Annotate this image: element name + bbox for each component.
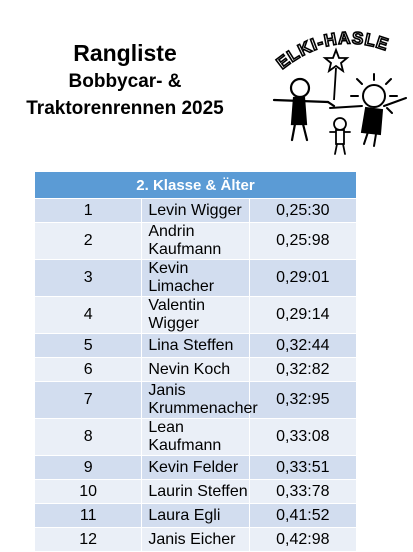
time-cell: 0,33:08: [248, 418, 358, 456]
rank-cell: 7: [33, 381, 143, 419]
name-cell: Levin Wigger: [141, 198, 250, 223]
time-cell: 0,33:78: [248, 479, 358, 504]
table-row: 9 Kevin Felder 0,33:51: [33, 455, 358, 480]
time-cell: 0,32:95: [248, 381, 358, 419]
elki-hasle-logo: ELKI-HASLE: [272, 28, 407, 155]
table-row: 1 Levin Wigger 0,25:30: [33, 198, 358, 223]
table-header: 2. Klasse & Älter: [34, 171, 357, 199]
rank-cell: 4: [33, 296, 143, 334]
name-cell: Valentin Wigger: [141, 296, 250, 334]
time-cell: 0,41:52: [248, 503, 358, 528]
table-row: 10 Laurin Steffen 0,33:78: [33, 479, 358, 504]
time-cell: 0,25:30: [248, 198, 358, 223]
table-row: 11 Laura Egli 0,41:52: [33, 503, 358, 528]
table-row: 12 Janis Eicher 0,42:98: [33, 527, 358, 552]
page-title: Rangliste: [73, 40, 177, 66]
time-cell: 0,33:51: [248, 455, 358, 480]
time-cell: 0,25:98: [248, 222, 358, 260]
table-row: 7 Janis Krummenacher 0,32:95: [33, 381, 358, 419]
rank-cell: 8: [33, 418, 143, 456]
page-subtitle-line1: Bobbycar- &: [68, 71, 182, 92]
table-body: 1 Levin Wigger 0,25:30 2 Andrin Kaufmann 0,25…: [33, 198, 358, 552]
time-cell: 0,29:14: [248, 296, 358, 334]
rank-cell: 12: [33, 527, 143, 552]
name-cell: Kevin Felder: [141, 455, 250, 480]
table-row: 8 Lean Kaufmann 0,33:08: [33, 418, 358, 456]
table-row: 3 Kevin Limacher 0,29:01: [33, 259, 358, 297]
rank-cell: 6: [33, 357, 143, 382]
rank-cell: 11: [33, 503, 143, 528]
time-cell: 0,42:98: [248, 527, 358, 552]
rank-cell: 9: [33, 455, 143, 480]
name-cell: Lina Steffen: [141, 333, 250, 358]
page-subtitle-line2: Traktorenrennen 2025: [26, 98, 224, 119]
name-cell: Nevin Koch: [141, 357, 250, 382]
title-block: Rangliste Bobbycar- & Traktorenrennen 20…: [0, 38, 250, 122]
rank-cell: 1: [33, 198, 143, 223]
rank-cell: 5: [33, 333, 143, 358]
rank-cell: 10: [33, 479, 143, 504]
rank-cell: 3: [33, 259, 143, 297]
table-row: 4 Valentin Wigger 0,29:14: [33, 296, 358, 334]
name-cell: Janis Krummenacher: [141, 381, 258, 419]
name-cell: Lean Kaufmann: [141, 418, 250, 456]
name-cell: Kevin Limacher: [141, 259, 250, 297]
rank-cell: 2: [33, 222, 143, 260]
name-cell: Andrin Kaufmann: [141, 222, 250, 260]
table-row: 5 Lina Steffen 0,32:44: [33, 333, 358, 358]
table-row: 2 Andrin Kaufmann 0,25:98: [33, 222, 358, 260]
time-cell: 0,32:44: [248, 333, 358, 358]
table-header-row: 2. Klasse & Älter: [34, 171, 357, 199]
time-cell: 0,32:82: [248, 357, 358, 382]
name-cell: Laura Egli: [141, 503, 250, 528]
ranking-table: 2. Klasse & Älter 1 Levin Wigger 0,25:30 2 A…: [33, 171, 358, 552]
name-cell: Janis Eicher: [141, 527, 250, 552]
table-row: 6 Nevin Koch 0,32:82: [33, 357, 358, 382]
time-cell: 0,29:01: [248, 259, 358, 297]
name-cell: Laurin Steffen: [141, 479, 250, 504]
